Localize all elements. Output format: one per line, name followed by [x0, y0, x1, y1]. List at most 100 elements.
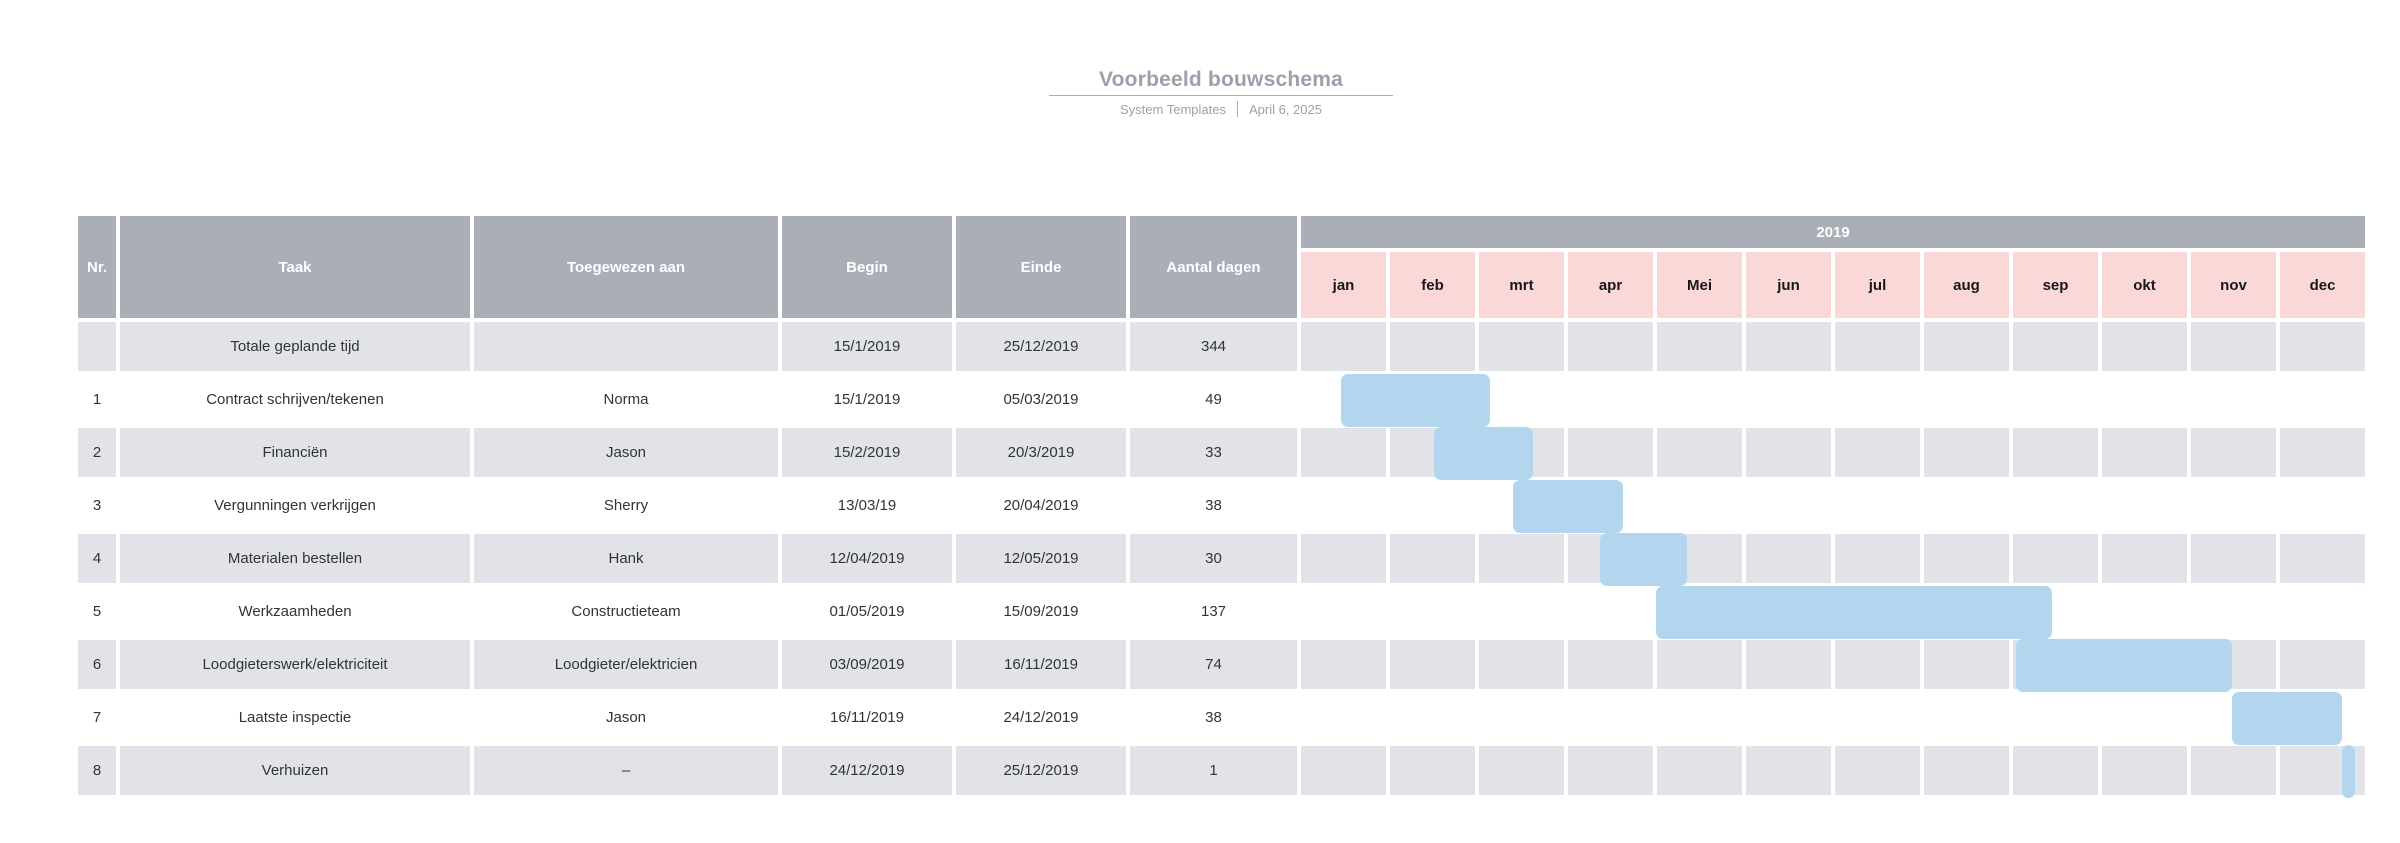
month-header-cell: aug [1924, 252, 2009, 318]
column-header-taak: Taak [120, 216, 470, 318]
cell-dagen: 38 [1130, 693, 1297, 742]
title-block: Voorbeeld bouwschema System Templates Ap… [1049, 68, 1393, 117]
cell-toegewezen: Constructieteam [474, 587, 778, 636]
cell-nr: 6 [78, 640, 116, 689]
gantt-grid-cell [1479, 640, 1564, 689]
gantt-row-region [1301, 427, 2365, 480]
cell-taak: Materialen bestellen [120, 534, 470, 583]
gantt-grid-cell [1746, 746, 1831, 795]
gantt-grid-cell [2280, 640, 2365, 689]
month-header-cell: feb [1390, 252, 1475, 318]
cell-begin: 15/1/2019 [782, 375, 952, 424]
gantt-grid-cell [1568, 375, 1653, 424]
gantt-bar [1341, 374, 1490, 427]
month-header-cell: okt [2102, 252, 2187, 318]
gantt-grid-cell [1746, 640, 1831, 689]
gantt-grid-cell [1479, 375, 1564, 424]
month-header-cell: mrt [1479, 252, 1564, 318]
gantt-grid-cell [1479, 322, 1564, 371]
month-header-cell: Mei [1657, 252, 1742, 318]
cell-einde: 25/12/2019 [956, 746, 1126, 795]
gantt-grid-cell [1835, 481, 1920, 530]
cell-dagen: 1 [1130, 746, 1297, 795]
column-header-begin: Begin [782, 216, 952, 318]
gantt-grid-cell [1835, 322, 1920, 371]
month-header-cell: jan [1301, 252, 1386, 318]
gantt-grid-cell [1924, 693, 2009, 742]
gantt-grid-cell [1568, 428, 1653, 477]
gantt-grid-cell [1924, 534, 2009, 583]
gantt-grid-cell [2280, 375, 2365, 424]
month-header-cell: jun [1746, 252, 1831, 318]
cell-begin: 03/09/2019 [782, 640, 952, 689]
gantt-grid-cell [1746, 375, 1831, 424]
gantt-grid-cell [1657, 481, 1742, 530]
gantt-grid-cell [1746, 322, 1831, 371]
table-row: 8 Verhuizen – 24/12/2019 25/12/2019 1 [78, 745, 2365, 798]
gantt-grid-cell [1924, 428, 2009, 477]
page-title: Voorbeeld bouwschema [1049, 68, 1393, 96]
table-row: 4 Materialen bestellen Hank 12/04/2019 1… [78, 533, 2365, 586]
cell-begin: 01/05/2019 [782, 587, 952, 636]
cell-einde: 20/3/2019 [956, 428, 1126, 477]
gantt-grid-cell [1301, 746, 1386, 795]
column-header-nr: Nr. [78, 216, 116, 318]
cell-toegewezen: Jason [474, 693, 778, 742]
gantt-grid-cell [1390, 746, 1475, 795]
gantt-bar [2232, 692, 2343, 745]
cell-einde: 25/12/2019 [956, 322, 1126, 371]
cell-toegewezen: Sherry [474, 481, 778, 530]
cell-taak: Verhuizen [120, 746, 470, 795]
gantt-grid-cell [2280, 534, 2365, 583]
month-header-cell: apr [1568, 252, 1653, 318]
cell-dagen: 33 [1130, 428, 1297, 477]
gantt-grid-cell [1568, 746, 1653, 795]
gantt-grid-cell [2102, 428, 2187, 477]
column-header-dagen: Aantal dagen [1130, 216, 1297, 318]
column-header-einde: Einde [956, 216, 1126, 318]
gantt-grid-cell [1301, 428, 1386, 477]
cell-begin: 15/1/2019 [782, 322, 952, 371]
table-row: Totale geplande tijd 15/1/2019 25/12/201… [78, 322, 2365, 371]
gantt-grid-cell [1301, 481, 1386, 530]
gantt-bar [2342, 745, 2356, 798]
cell-einde: 12/05/2019 [956, 534, 1126, 583]
gantt-grid-cell [2013, 428, 2098, 477]
gantt-row-region [1301, 639, 2365, 692]
gantt-grid-cell [1390, 587, 1475, 636]
cell-dagen: 38 [1130, 481, 1297, 530]
gantt-grid-cell [2280, 587, 2365, 636]
gantt-row-region [1301, 745, 2365, 798]
table-row: 1 Contract schrijven/tekenen Norma 15/1/… [78, 374, 2365, 427]
gantt-grid-cell [1657, 428, 1742, 477]
gantt-grid-cell [1924, 481, 2009, 530]
gantt-bar [1655, 586, 2052, 639]
gantt-grid-cell [1568, 693, 1653, 742]
gantt-grid-cell [1479, 587, 1564, 636]
cell-taak: Laatste inspectie [120, 693, 470, 742]
cell-nr: 1 [78, 375, 116, 424]
gantt-grid-cell [2102, 746, 2187, 795]
gantt-bar [1434, 427, 1533, 480]
table-row: 5 Werkzaamheden Constructieteam 01/05/20… [78, 586, 2365, 639]
gantt-grid-cell [1479, 693, 1564, 742]
gantt-grid-cell [2013, 322, 2098, 371]
month-header-cell: dec [2280, 252, 2365, 318]
gantt-row-region [1301, 374, 2365, 427]
gantt-grid-cell [1390, 640, 1475, 689]
subtitle-date: April 6, 2025 [1248, 101, 1322, 117]
month-header-band: jan feb mrt apr Mei jun jul aug sep okt nov dec [1301, 252, 2365, 318]
table-row: 7 Laatste inspectie Jason 16/11/2019 24/… [78, 692, 2365, 745]
gantt-grid-cell [2102, 534, 2187, 583]
gantt-row-region [1301, 692, 2365, 745]
gantt-grid-cell [2013, 746, 2098, 795]
cell-begin: 12/04/2019 [782, 534, 952, 583]
table-body: Totale geplande tijd 15/1/2019 25/12/201… [78, 322, 2365, 798]
gantt-grid-cell [2013, 693, 2098, 742]
cell-nr: 3 [78, 481, 116, 530]
gantt-grid-cell [2280, 481, 2365, 530]
gantt-grid-cell [1301, 534, 1386, 583]
gantt-grid-cell [1390, 693, 1475, 742]
gantt-grid-cell [1924, 640, 2009, 689]
gantt-row-region [1301, 480, 2365, 533]
